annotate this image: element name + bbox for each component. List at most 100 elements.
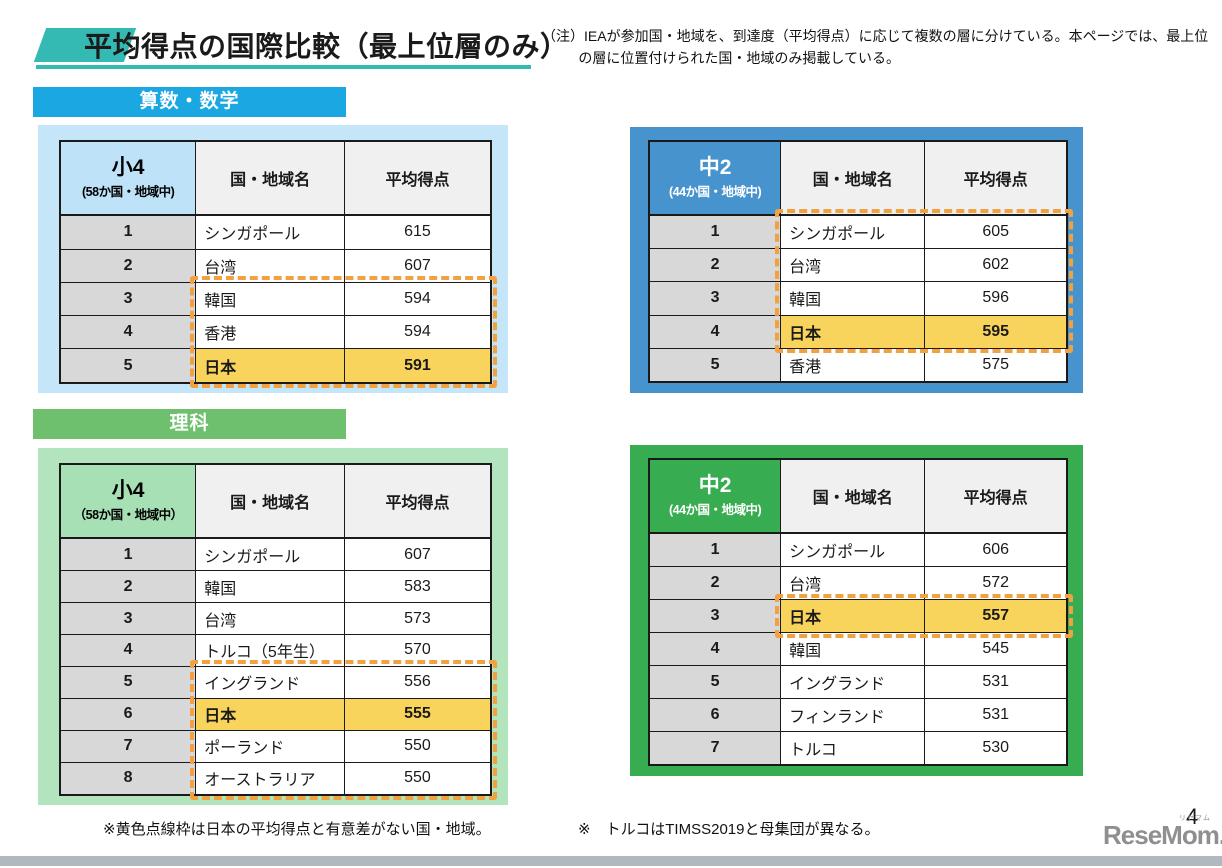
country-cell: ポーランド [195, 729, 345, 763]
rank-cell: 2 [648, 566, 782, 601]
rank-cell: 2 [59, 570, 197, 604]
country-cell: トルコ（5年生） [195, 634, 345, 667]
grade-header-cell: 中2 (44か国・地域中) [648, 140, 782, 216]
score-cell: 583 [343, 570, 492, 604]
table-row: 6 フィンランド 531 [648, 697, 1068, 732]
table-row: 4 香港 594 [59, 315, 492, 350]
rank-cell: 3 [59, 602, 197, 635]
score-cell: 596 [924, 281, 1068, 316]
score-cell: 615 [343, 214, 492, 250]
country-cell: 日本 [780, 314, 926, 349]
country-cell: 韓国 [195, 281, 345, 317]
rank-cell: 8 [59, 761, 197, 796]
grade-note: (58か国・地域中) [82, 184, 175, 199]
score-cell: 572 [924, 566, 1068, 601]
grade-label: 小4 [111, 479, 145, 503]
rank-cell: 2 [59, 248, 197, 283]
country-cell: シンガポール [195, 537, 345, 572]
table-row: 3 韓国 596 [648, 281, 1068, 316]
country-cell: イングランド [780, 664, 926, 699]
country-cell: シンガポール [780, 214, 926, 250]
table-row: 5 香港 575 [648, 347, 1068, 383]
table-row: 3 韓国 594 [59, 281, 492, 317]
score-cell: 594 [343, 281, 492, 317]
table-row: 7 ポーランド 550 [59, 729, 492, 763]
country-cell: 韓国 [780, 281, 926, 316]
rank-cell: 2 [648, 248, 782, 283]
table-row: 4 韓国 545 [648, 632, 1068, 666]
rank-cell: 1 [59, 537, 197, 572]
footnote-yellow-dashed: ※黄色点線枠は日本の平均得点と有意差がない国・地域。 [103, 821, 491, 838]
table-row: 1 シンガポール 607 [59, 537, 492, 572]
table-row: 1 シンガポール 615 [59, 214, 492, 250]
table-row: 5 イングランド 556 [59, 665, 492, 699]
score-cell: 531 [924, 664, 1068, 699]
rank-cell: 5 [648, 347, 782, 383]
table-row: 2 台湾 572 [648, 566, 1068, 601]
rank-cell: 4 [59, 634, 197, 667]
rank-cell: 1 [59, 214, 197, 250]
country-cell: 台湾 [195, 248, 345, 283]
table-row: 5 イングランド 531 [648, 664, 1068, 699]
score-cell: 575 [924, 347, 1068, 383]
rank-cell: 1 [648, 214, 782, 250]
country-cell: 台湾 [780, 248, 926, 283]
rank-cell: 6 [59, 697, 197, 731]
table-header-row: 中2 (44か国・地域中) 国・地域名 平均得点 [648, 458, 1068, 534]
score-cell: 555 [343, 697, 492, 731]
logo-text: ReseMom. [1103, 820, 1222, 850]
table-row: 2 台湾 607 [59, 248, 492, 283]
rank-cell: 4 [59, 315, 197, 350]
table-row: 2 韓国 583 [59, 570, 492, 604]
grade-note: （58か国・地域中） [73, 507, 183, 522]
score-cell: 530 [924, 730, 1068, 766]
country-cell: シンガポール [780, 532, 926, 568]
grade-label: 小4 [111, 156, 145, 180]
country-cell: オーストラリア [195, 761, 345, 796]
country-cell: トルコ [780, 730, 926, 766]
country-cell: 日本 [780, 599, 926, 634]
section-banner-math: 算数・数学 [33, 87, 346, 117]
score-cell: 556 [343, 665, 492, 699]
score-cell: 557 [924, 599, 1068, 634]
grade-label: 中2 [698, 156, 732, 180]
table-row: 7 トルコ 530 [648, 730, 1068, 766]
table-row: 2 台湾 602 [648, 248, 1068, 283]
score-cell: 607 [343, 248, 492, 283]
rank-cell: 5 [59, 348, 197, 384]
score-cell: 570 [343, 634, 492, 667]
score-cell: 595 [924, 314, 1068, 349]
country-cell: 台湾 [195, 602, 345, 635]
country-column-header: 国・地域名 [780, 140, 926, 216]
score-column-header: 平均得点 [343, 140, 492, 216]
math-grade4-table: 小4 (58か国・地域中) 国・地域名 平均得点 1 シンガポール 615 2 台湾 607 3 韓国… [38, 125, 508, 393]
country-cell: フィンランド [780, 697, 926, 732]
score-column-header: 平均得点 [924, 458, 1068, 534]
rank-cell: 5 [648, 664, 782, 699]
score-column-header: 平均得点 [924, 140, 1068, 216]
score-cell: 550 [343, 729, 492, 763]
country-cell: 日本 [195, 697, 345, 731]
score-cell: 573 [343, 602, 492, 635]
score-cell: 594 [343, 315, 492, 350]
grade-label: 中2 [698, 474, 732, 498]
table-row: 3 台湾 573 [59, 602, 492, 635]
grade-header-cell: 中2 (44か国・地域中) [648, 458, 782, 534]
resemom-logo: リセマム ReseMom. [1103, 815, 1222, 851]
score-cell: 591 [343, 348, 492, 384]
country-cell: 日本 [195, 348, 345, 384]
table-row: 5 日本 591 [59, 348, 492, 384]
table-row: 1 シンガポール 605 [648, 214, 1068, 250]
country-cell: 香港 [780, 347, 926, 383]
footnote-turkey: ※ トルコはTIMSS2019と母集団が異なる。 [578, 821, 880, 838]
table-row: 4 日本 595 [648, 314, 1068, 349]
grade-header-cell: 小4 (58か国・地域中) [59, 140, 197, 216]
rank-cell: 4 [648, 632, 782, 666]
score-column-header: 平均得点 [343, 463, 492, 539]
title-underline [36, 65, 531, 69]
country-cell: シンガポール [195, 214, 345, 250]
score-cell: 602 [924, 248, 1068, 283]
table-row: 8 オーストラリア 550 [59, 761, 492, 796]
table-row: 6 日本 555 [59, 697, 492, 731]
